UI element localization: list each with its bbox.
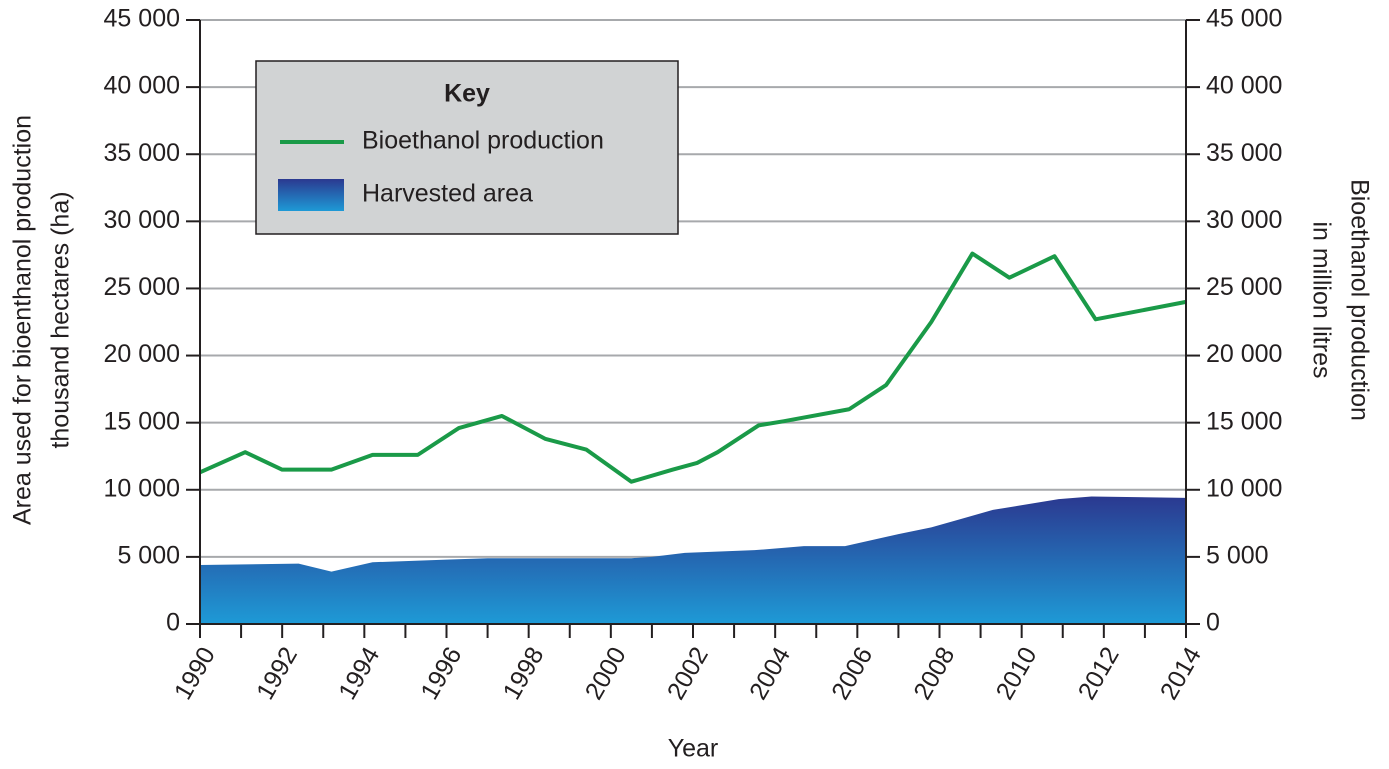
y-axis-label: thousand hectares (ha) <box>47 191 75 448</box>
y2-axis-label: Bioethanol production <box>1345 179 1373 421</box>
y-tick-label: 20 000 <box>104 340 180 368</box>
x-tick-label: 2010 <box>991 642 1043 704</box>
legend-swatch <box>278 179 344 211</box>
y2-tick-label: 10 000 <box>1206 474 1282 502</box>
y-tick-label: 45 000 <box>104 5 180 33</box>
x-tick-label: 1990 <box>169 642 221 704</box>
x-tick-label: 1994 <box>333 642 385 704</box>
x-tick-label: 1996 <box>415 642 467 704</box>
y2-tick-label: 15 000 <box>1206 407 1282 435</box>
y-tick-label: 30 000 <box>104 206 180 234</box>
y2-tick-label: 5 000 <box>1206 541 1269 569</box>
y2-tick-label: 45 000 <box>1206 5 1282 33</box>
y-tick-label: 5 000 <box>117 541 180 569</box>
y-axis-label: Area used for bioenthanol production <box>9 115 37 525</box>
y-tick-label: 10 000 <box>104 474 180 502</box>
x-tick-label: 2012 <box>1073 642 1125 704</box>
x-tick-label: 2002 <box>662 642 714 704</box>
y-tick-label: 25 000 <box>104 273 180 301</box>
legend-title: Key <box>444 80 490 108</box>
x-tick-label: 2000 <box>580 642 632 704</box>
y-tick-label: 40 000 <box>104 72 180 100</box>
x-tick-label: 2014 <box>1155 642 1207 704</box>
y-tick-label: 35 000 <box>104 139 180 167</box>
y2-axis-label: in million litres <box>1307 222 1335 379</box>
y2-tick-label: 30 000 <box>1206 206 1282 234</box>
harvested-area <box>200 496 1186 624</box>
x-tick-label: 2004 <box>744 642 796 704</box>
x-tick-label: 2008 <box>908 642 960 704</box>
x-tick-label: 1998 <box>498 642 550 704</box>
y2-tick-label: 40 000 <box>1206 72 1282 100</box>
x-tick-label: 2006 <box>826 642 878 704</box>
production-line <box>199 251 1187 484</box>
y2-tick-label: 25 000 <box>1206 273 1282 301</box>
legend-label: Harvested area <box>362 180 533 208</box>
y-tick-label: 0 <box>166 609 180 637</box>
x-tick-label: 1992 <box>251 642 303 704</box>
legend-label: Bioethanol production <box>362 127 604 155</box>
y-tick-label: 15 000 <box>104 407 180 435</box>
legend: Key Bioethanol production Harvested area <box>255 60 679 235</box>
x-axis-label: Year <box>668 735 719 763</box>
y2-tick-label: 35 000 <box>1206 139 1282 167</box>
y2-tick-label: 20 000 <box>1206 340 1282 368</box>
y2-tick-label: 0 <box>1206 609 1220 637</box>
